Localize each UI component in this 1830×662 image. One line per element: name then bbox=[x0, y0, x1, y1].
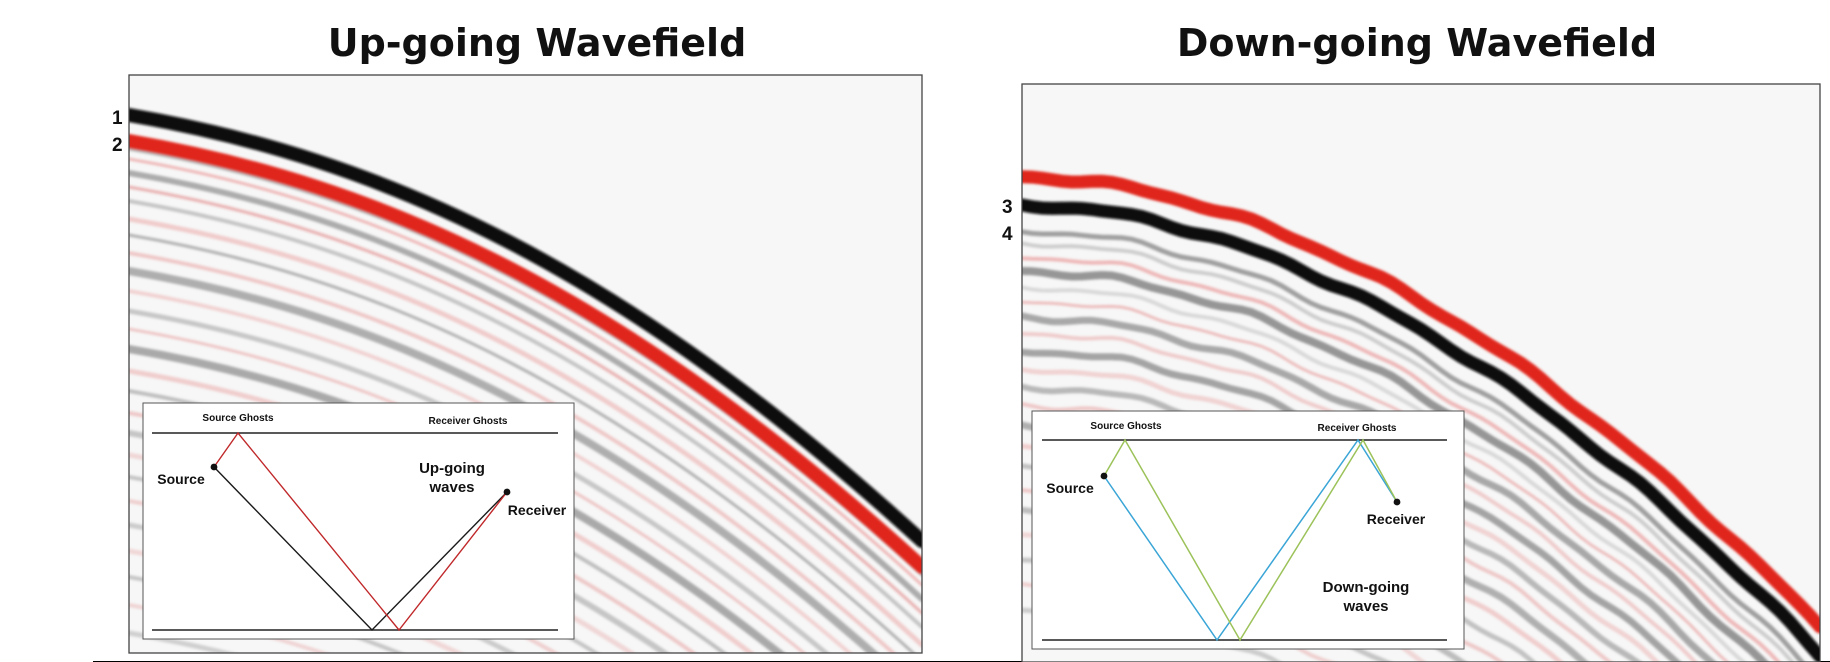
reflection-band bbox=[1022, 198, 1820, 662]
right-panel-frame bbox=[1021, 83, 1821, 662]
down-source-ghost-ray bbox=[1103, 438, 1398, 642]
reflection-band bbox=[129, 216, 922, 648]
reflection-band bbox=[1022, 256, 1782, 662]
up-source-ghosts-label: Source Ghosts bbox=[202, 413, 274, 424]
reflection-band bbox=[1022, 170, 1820, 634]
up-inset-box bbox=[142, 402, 575, 640]
left-panel-title: Up-going Wavefield bbox=[328, 21, 747, 65]
down-source-dot bbox=[1100, 472, 1108, 480]
up-source-label: Source bbox=[157, 471, 205, 487]
down-source-label: Source bbox=[1046, 480, 1094, 496]
down-waves-label-line2: waves bbox=[1342, 598, 1388, 615]
up-receiver-dot bbox=[503, 488, 511, 496]
down-source-ghosts-label: Source Ghosts bbox=[1090, 421, 1162, 432]
down-receiver-dot bbox=[1393, 498, 1401, 506]
reflection-band bbox=[129, 157, 922, 587]
down-receiver-label: Receiver bbox=[1367, 511, 1426, 527]
event-label-1: 1 bbox=[112, 108, 123, 129]
reflection-band bbox=[129, 185, 922, 615]
reflection-band bbox=[129, 108, 922, 548]
reflection-band bbox=[129, 251, 897, 653]
reflection-band bbox=[1022, 241, 1795, 662]
event-label-2: 2 bbox=[112, 135, 123, 156]
down-inset-box bbox=[1031, 410, 1465, 650]
event-label-4: 4 bbox=[1002, 224, 1013, 245]
reflection-band bbox=[129, 233, 916, 653]
up-receiver-ghosts-label: Receiver Ghosts bbox=[429, 416, 508, 427]
up-receiver-label: Receiver bbox=[508, 502, 567, 518]
reflection-band bbox=[129, 134, 922, 574]
reflection-band bbox=[129, 267, 879, 653]
up-going-ray-inset: Source Ghosts Receiver Ghosts Source Rec… bbox=[142, 402, 575, 640]
down-waves-label-line1: Down-going bbox=[1323, 579, 1410, 596]
reflection-band bbox=[1022, 229, 1806, 662]
left-panel-frame bbox=[128, 74, 923, 654]
reflection-band bbox=[129, 170, 922, 602]
reflection-band bbox=[1022, 267, 1769, 662]
right-panel-title: Down-going Wavefield bbox=[1177, 21, 1657, 65]
reflection-band bbox=[129, 199, 922, 629]
up-source-dot bbox=[210, 463, 218, 471]
up-waves-label-line1: Up-going bbox=[419, 460, 485, 477]
up-direct-ray bbox=[213, 466, 508, 632]
down-going-ray-inset: Source Ghosts Receiver Ghosts Source Rec… bbox=[1031, 410, 1465, 650]
event-label-3: 3 bbox=[1002, 197, 1013, 218]
down-receiver-ghosts-label: Receiver Ghosts bbox=[1318, 423, 1397, 434]
up-source-ghost-ray bbox=[213, 431, 508, 632]
up-waves-label-line2: waves bbox=[428, 479, 474, 496]
down-receiver-ghost-ray bbox=[1103, 438, 1398, 642]
